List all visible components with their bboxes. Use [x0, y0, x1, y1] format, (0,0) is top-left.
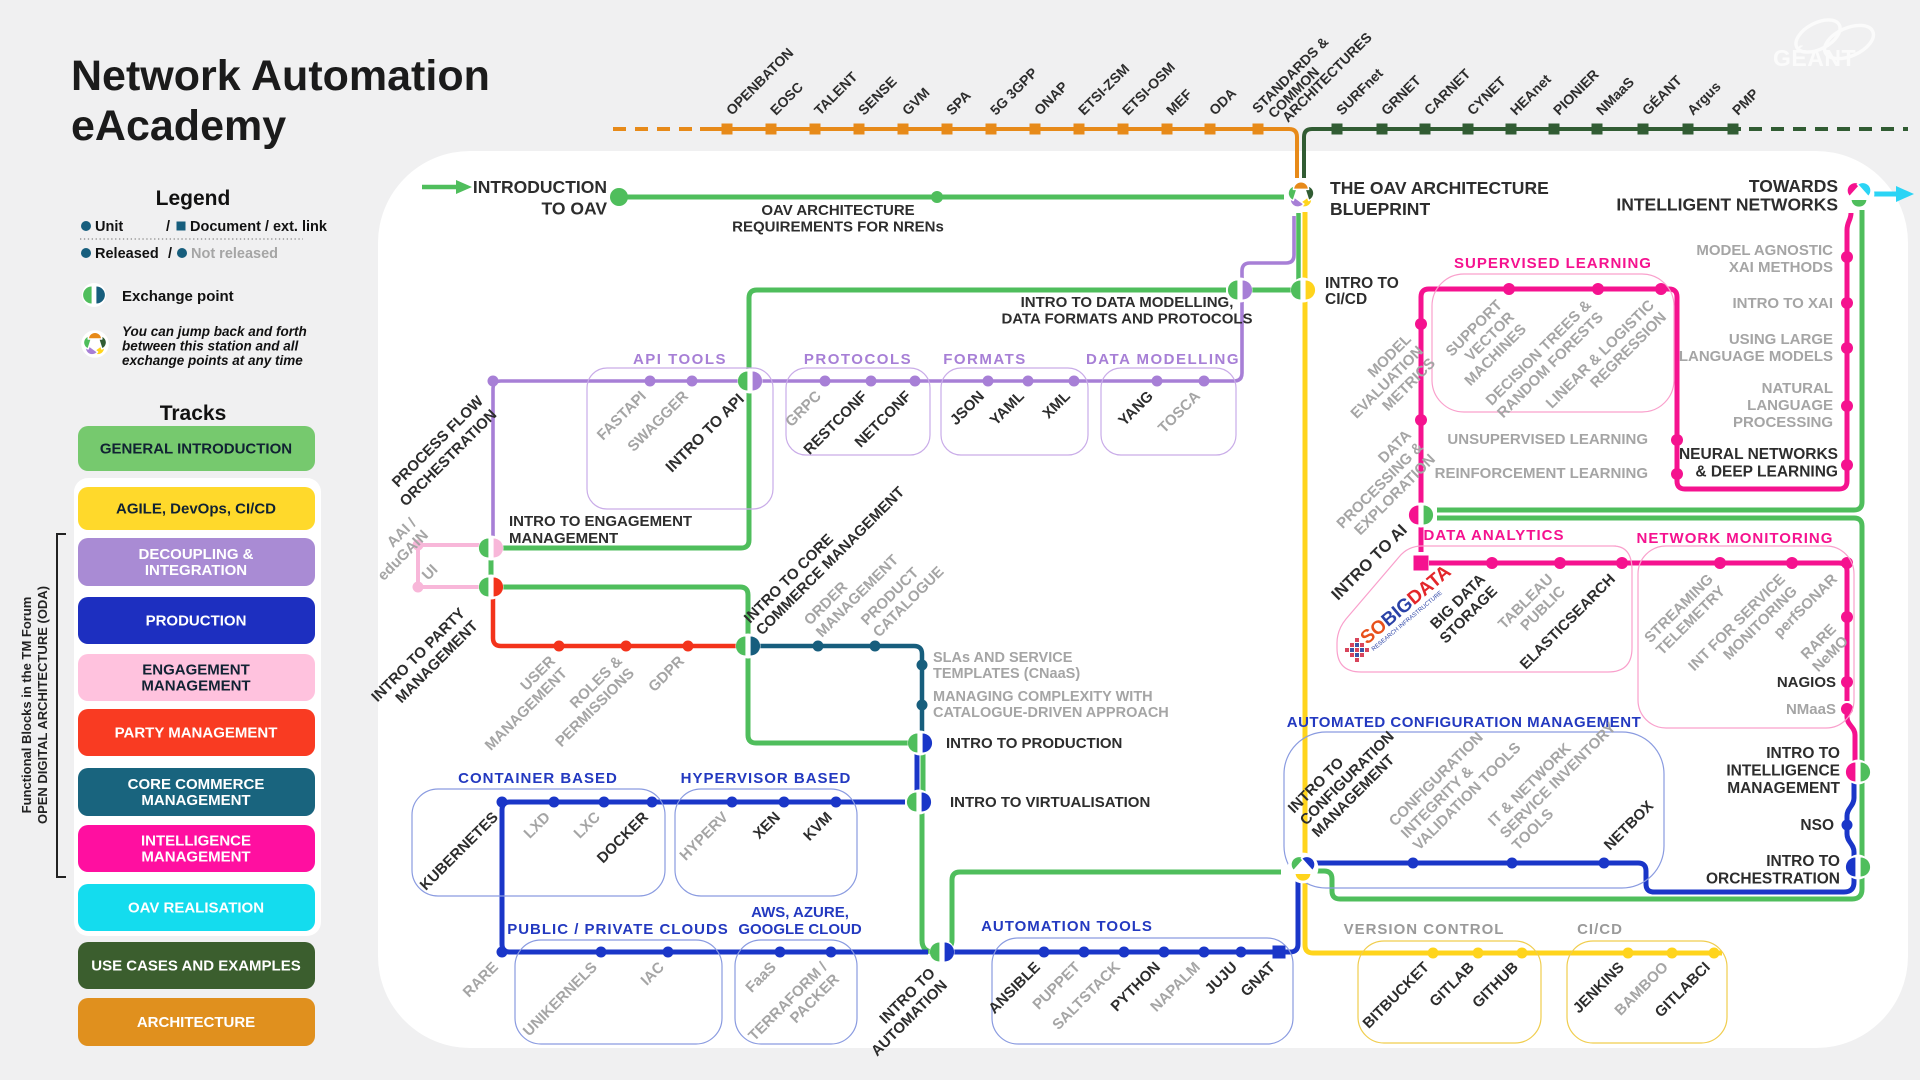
- svg-text:NETWORK MONITORING: NETWORK MONITORING: [1637, 530, 1834, 547]
- svg-text:FORMATS: FORMATS: [943, 351, 1027, 368]
- svg-text:AGILE, DevOps, CI/CD: AGILE, DevOps, CI/CD: [116, 501, 276, 518]
- svg-text:eAcademy: eAcademy: [71, 102, 286, 150]
- svg-text:/: /: [166, 219, 170, 235]
- svg-text:CI/CD: CI/CD: [1577, 921, 1623, 938]
- svg-text:NAGIOS: NAGIOS: [1777, 674, 1836, 691]
- svg-text:ARCHITECTURE: ARCHITECTURE: [137, 1014, 255, 1031]
- svg-text:Tracks: Tracks: [160, 402, 227, 425]
- svg-text:SUPERVISED LEARNING: SUPERVISED LEARNING: [1454, 255, 1652, 272]
- svg-text:Network Automation: Network Automation: [71, 52, 490, 100]
- svg-text:API TOOLS: API TOOLS: [633, 351, 727, 368]
- svg-text:Released: Released: [95, 246, 159, 262]
- svg-text:Legend: Legend: [156, 187, 231, 210]
- svg-text:AUTOMATION TOOLS: AUTOMATION TOOLS: [981, 918, 1153, 935]
- svg-text:DATA MODELLING: DATA MODELLING: [1086, 351, 1240, 368]
- svg-text:GÉANT: GÉANT: [1773, 44, 1856, 71]
- svg-text:NSO: NSO: [1800, 817, 1834, 834]
- svg-text:UNSUPERVISED LEARNING: UNSUPERVISED LEARNING: [1447, 431, 1648, 448]
- svg-text:REINFORCEMENT LEARNING: REINFORCEMENT LEARNING: [1435, 465, 1648, 482]
- svg-text:Functional Blocks in the TM Fo: Functional Blocks in the TM ForumOPEN DI…: [19, 586, 50, 824]
- svg-text:Document / ext. link: Document / ext. link: [190, 219, 328, 235]
- svg-text:HYPERVISOR BASED: HYPERVISOR BASED: [681, 770, 852, 787]
- svg-text:PUBLIC / PRIVATE CLOUDS: PUBLIC / PRIVATE CLOUDS: [507, 921, 729, 938]
- svg-text:DATA ANALYTICS: DATA ANALYTICS: [1424, 527, 1565, 544]
- svg-text:INTRO TO DATA MODELLING,DATA F: INTRO TO DATA MODELLING, DATA FORMATS AND…: [1001, 294, 1252, 328]
- svg-text:INTRO TO XAI: INTRO TO XAI: [1732, 295, 1833, 312]
- svg-text:AUTOMATED CONFIGURATION MANAGE: AUTOMATED CONFIGURATION MANAGEMENT: [1287, 714, 1641, 731]
- svg-text:PROTOCOLS: PROTOCOLS: [804, 351, 912, 368]
- svg-text:NMaaS: NMaaS: [1786, 701, 1836, 718]
- svg-text:/: /: [168, 246, 172, 262]
- svg-text:PARTY MANAGEMENT: PARTY MANAGEMENT: [115, 725, 278, 742]
- svg-text:Unit: Unit: [95, 219, 123, 235]
- svg-text:USE CASES AND EXAMPLES: USE CASES AND EXAMPLES: [91, 958, 300, 975]
- svg-text:INTRO TO PRODUCTION: INTRO TO PRODUCTION: [946, 735, 1122, 752]
- svg-text:PRODUCTION: PRODUCTION: [146, 613, 247, 630]
- svg-text:OAV REALISATION: OAV REALISATION: [128, 900, 264, 917]
- svg-text:GENERAL INTRODUCTION: GENERAL INTRODUCTION: [100, 441, 292, 458]
- svg-text:Not released: Not released: [191, 246, 278, 262]
- svg-text:Exchange point: Exchange point: [122, 288, 234, 305]
- svg-text:NEURAL NETWORKS& DEEP LEARNING: NEURAL NETWORKS & DEEP LEARNING: [1679, 446, 1838, 481]
- svg-text:AWS, AZURE,GOOGLE CLOUD: AWS, AZURE, GOOGLE CLOUD: [738, 904, 862, 938]
- svg-text:CONTAINER BASED: CONTAINER BASED: [458, 770, 618, 787]
- svg-text:VERSION CONTROL: VERSION CONTROL: [1344, 921, 1505, 938]
- svg-text:INTRO TO VIRTUALISATION: INTRO TO VIRTUALISATION: [950, 794, 1150, 811]
- svg-text:DECOUPLING &INTEGRATION: DECOUPLING & INTEGRATION: [138, 546, 253, 579]
